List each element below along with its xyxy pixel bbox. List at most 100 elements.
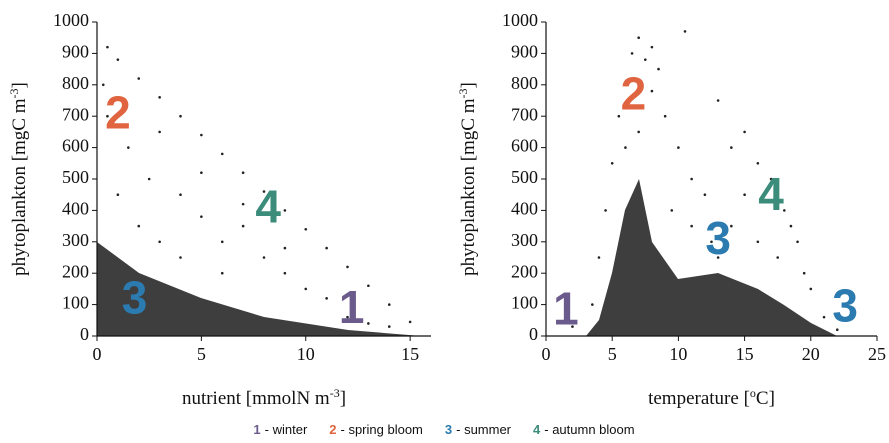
- point: [630, 52, 634, 55]
- point: [670, 209, 674, 212]
- legend: 1 - winter 2 - spring bloom 3 - summer 4- autu…: [253, 422, 634, 437]
- y-tick-label: 0: [80, 324, 89, 344]
- point: [776, 256, 779, 259]
- point: [591, 303, 594, 306]
- x-tick-label: 0: [93, 344, 102, 364]
- point: [657, 67, 660, 71]
- point: [200, 133, 203, 137]
- point: [304, 227, 308, 231]
- legend-label: - spring bloom: [341, 422, 423, 437]
- point: [137, 224, 141, 228]
- x-axis-label: nutrient [mmolN m-3]: [182, 386, 346, 409]
- y-tick-label: 300: [62, 230, 89, 250]
- point: [116, 58, 120, 61]
- point: [571, 325, 574, 328]
- x-tick-label: 15: [736, 344, 754, 364]
- y-tick-label: 100: [62, 293, 89, 313]
- label-sup: o: [750, 386, 756, 400]
- point: [650, 89, 654, 93]
- point: [683, 30, 687, 33]
- annotation: 2: [621, 68, 647, 120]
- point: [346, 265, 349, 269]
- y-tick-label: 900: [62, 42, 89, 62]
- point: [283, 271, 287, 275]
- point: [325, 246, 328, 250]
- legend-number: 4: [533, 422, 541, 437]
- point: [304, 287, 308, 291]
- x-tick-label: 5: [608, 344, 617, 364]
- legend-number: 3: [445, 422, 452, 437]
- point: [690, 177, 693, 181]
- x-tick-label: 25: [868, 344, 886, 364]
- point: [147, 177, 151, 181]
- label-sup: -3: [330, 386, 340, 400]
- point: [283, 246, 287, 250]
- legend-label: - autumn bloom: [544, 422, 634, 437]
- y-axis-label: phytoplankton [mgC m-3]: [456, 82, 479, 276]
- point: [387, 303, 391, 306]
- annotation: 3: [705, 212, 731, 264]
- point: [179, 193, 182, 196]
- point: [158, 96, 161, 99]
- annotation: 4: [758, 168, 784, 220]
- label-text: nutrient [mmolN m: [182, 388, 330, 409]
- x-tick-label: 5: [197, 344, 206, 364]
- point: [710, 240, 713, 244]
- point: [116, 193, 120, 196]
- point: [241, 224, 245, 228]
- y-tick-label: 100: [511, 293, 538, 313]
- point: [809, 287, 813, 291]
- point: [220, 152, 224, 156]
- y-tick-label: 800: [511, 73, 538, 93]
- point: [743, 193, 746, 196]
- point: [283, 209, 287, 212]
- point: [617, 114, 621, 118]
- point: [137, 77, 141, 80]
- y-tick-label: 600: [62, 136, 89, 156]
- density-cloud: [586, 179, 837, 336]
- annotation: 2: [105, 86, 131, 138]
- label-text: phytoplankton [mgC m: [9, 98, 30, 276]
- point: [346, 315, 349, 319]
- y-tick-label: 200: [62, 261, 89, 281]
- x-tick-label: 10: [297, 344, 315, 364]
- point: [604, 209, 607, 212]
- x-tick-label: 15: [401, 344, 419, 364]
- label-tail: ]: [340, 388, 346, 409]
- point: [387, 325, 391, 328]
- point: [367, 284, 370, 288]
- annotation: 3: [122, 272, 148, 324]
- point: [106, 114, 109, 118]
- legend-number: 1: [253, 422, 260, 437]
- annotation: 1: [553, 283, 579, 335]
- point: [106, 45, 109, 49]
- x-axis-label: temperature [oC]: [648, 386, 775, 409]
- point: [822, 315, 826, 319]
- y-tick-label: 700: [511, 104, 538, 124]
- point: [241, 202, 245, 206]
- point: [756, 240, 760, 244]
- y-tick-label: 300: [511, 230, 538, 250]
- point: [730, 224, 733, 228]
- legend-number: 2: [329, 422, 336, 437]
- y-tick-label: 500: [511, 167, 538, 187]
- point: [597, 256, 601, 259]
- y-tick-label: 0: [529, 324, 538, 344]
- point: [158, 130, 161, 134]
- x-tick-label: 10: [669, 344, 687, 364]
- label-text: phytoplankton [mgC m: [458, 98, 479, 276]
- point: [127, 146, 130, 149]
- annotation: 3: [832, 279, 858, 331]
- point: [179, 114, 182, 118]
- legend-label: - winter: [265, 422, 308, 437]
- annotation: 4: [255, 181, 281, 233]
- point: [200, 171, 203, 175]
- point: [756, 162, 760, 165]
- point: [650, 45, 654, 49]
- y-tick-label: 200: [511, 261, 538, 281]
- x-tick-label: 0: [542, 344, 551, 364]
- point: [730, 146, 733, 149]
- y-tick-label: 1000: [502, 10, 538, 30]
- point: [637, 130, 640, 134]
